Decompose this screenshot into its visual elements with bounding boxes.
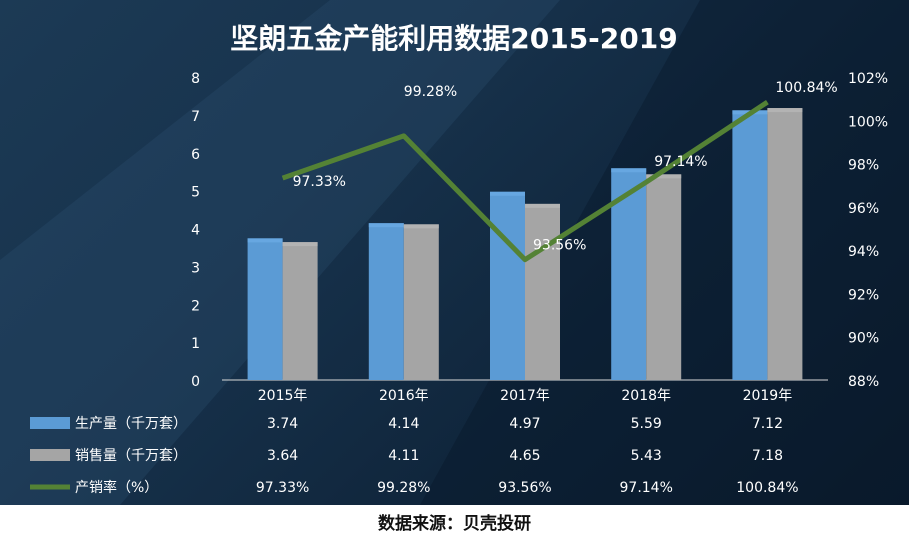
bar [525,203,560,380]
x-tick-label: 2017年 [500,388,550,404]
y-left-tick-label: 7 [191,109,200,125]
bar [646,174,682,380]
legend-swatch [30,449,70,461]
bar-highlight [767,108,803,113]
table-cell: 4.14 [388,416,419,432]
table-cell: 97.33% [256,480,309,496]
data-label: 99.28% [404,84,457,100]
legend-swatch [30,417,70,429]
y-right-tick-label: 90% [848,331,879,347]
table-cell: 4.65 [509,448,540,464]
table-cell: 5.43 [631,448,662,464]
bar-highlight [282,242,318,247]
bar [368,223,404,380]
y-right-tick-label: 92% [848,287,879,303]
y-left-tick-label: 2 [191,298,200,314]
table-cell: 93.56% [498,480,551,496]
legend-label: 销售量（千万套） [75,448,187,464]
x-tick-label: 2015年 [258,388,308,404]
table-cell: 3.74 [267,416,298,432]
source-note: 数据来源：贝壳投研 [378,514,531,534]
y-left-tick-label: 4 [191,223,200,239]
data-label: 100.84% [775,80,837,96]
bar-highlight [368,223,404,228]
y-right-tick-label: 94% [848,244,879,260]
bar-highlight [646,174,682,179]
x-tick-label: 2019年 [743,388,793,404]
y-right-tick-label: 102% [848,71,888,87]
table-cell: 7.18 [752,448,783,464]
bar [732,110,768,380]
table-cell: 99.28% [377,480,430,496]
y-left-tick-label: 3 [191,260,200,276]
table-cell: 97.14% [620,480,673,496]
plot-area: 0 1 2 3 4 5 6 7 8 88% 90% 92% 94% 96% 98% 100% 102% 2015年… [191,71,888,404]
table-cell: 100.84% [736,480,798,496]
chart-panel: 坚朗五金产能利用数据2015-2019 0 1 2 3 4 5 6 7 8 88% 90% 92% 94… [0,0,909,505]
bar-highlight [247,238,283,243]
bar-highlight [611,168,647,173]
bar-highlight [490,191,525,196]
y-left-tick-label: 0 [191,374,200,390]
bar [282,242,318,380]
y-left-tick-label: 8 [191,71,200,87]
bar [247,238,283,380]
table-cell: 7.12 [752,416,783,432]
table-cell: 3.64 [267,448,298,464]
bar [490,191,525,380]
y-right-tick-label: 96% [848,201,879,217]
bar [767,108,803,381]
y-right-tick-label: 88% [848,374,879,390]
x-tick-label: 2016年 [379,388,429,404]
table-cell: 5.59 [631,416,662,432]
table-cell: 4.97 [509,416,540,432]
legend-label: 生产量（千万套） [75,416,187,432]
y-left-tick-label: 6 [191,147,200,163]
chart-title: 坚朗五金产能利用数据2015-2019 [230,22,677,55]
data-table: 生产量（千万套） 3.74 4.14 4.97 5.59 7.12 销售量（千万套） 3.64… [30,416,799,496]
y-right-tick-label: 100% [848,114,888,130]
bar [403,224,439,380]
line-series-group: 97.33% 99.28% 93.56% 97.14% 100.84% [281,80,838,263]
y-right-tick-label: 98% [848,158,879,174]
data-label: 97.33% [293,174,346,190]
bar-highlight [525,203,560,208]
data-label: 97.14% [654,154,707,170]
chart-svg: 坚朗五金产能利用数据2015-2019 0 1 2 3 4 5 6 7 8 88% 90% 92% 94… [0,0,909,505]
table-cell: 4.11 [388,448,419,464]
line-series [281,100,769,263]
bar-highlight [403,224,439,229]
y-left-tick-label: 1 [191,336,200,352]
bar-series-group [247,108,803,381]
x-tick-label: 2018年 [621,388,671,404]
legend-label: 产销率（%） [75,479,158,496]
data-label: 93.56% [533,238,586,254]
y-left-tick-label: 5 [191,185,200,201]
